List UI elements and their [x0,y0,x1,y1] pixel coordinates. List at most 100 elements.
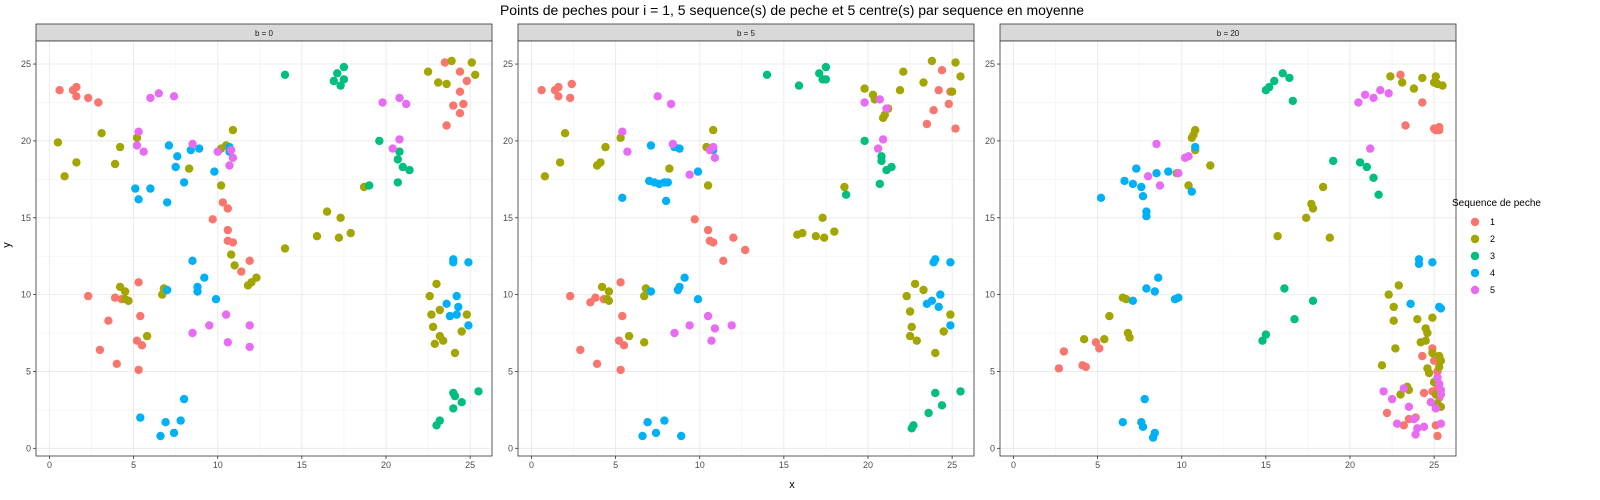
data-point-seq-1 [537,86,546,95]
data-point-seq-5 [378,98,387,107]
chart-title: Points de peches pour i = 1, 5 sequence(… [500,2,1084,18]
data-point-seq-4 [188,256,197,265]
data-point-seq-3 [1290,315,1299,324]
data-point-seq-4 [661,196,671,206]
data-point-seq-4 [134,195,143,204]
data-point-seq-2 [665,164,674,173]
data-point-seq-2 [1394,281,1404,290]
data-point-seq-2 [423,67,433,76]
data-point-seq-1 [616,278,625,287]
facet-panel: b = 20 0 5 10 15 20 25 0 5 10 15 20 25 [985,23,1457,470]
data-point-seq-3 [1355,158,1365,167]
data-point-seq-1 [1418,98,1427,107]
data-point-seq-3 [860,136,869,146]
data-point-seq-2 [1206,161,1215,170]
data-point-seq-5 [223,338,232,347]
data-point-seq-3 [1308,296,1318,305]
data-point-seq-4 [680,273,689,282]
x-tick-label: 10 [213,460,223,470]
data-point-seq-4 [663,178,672,187]
data-point-seq-4 [179,178,189,187]
data-point-seq-1 [94,98,103,107]
x-tick-label: 0 [47,460,52,470]
data-point-seq-2 [1377,361,1387,370]
y-tick-label: 25 [985,59,995,69]
data-point-seq-3 [393,155,402,164]
data-point-seq-2 [947,87,957,96]
data-point-seq-2 [555,158,565,167]
data-point-seq-3 [398,162,407,172]
data-point-seq-3 [435,416,444,425]
x-tick-label: 10 [695,460,705,470]
data-point-seq-3 [365,181,374,190]
panel-border [35,40,493,457]
data-point-seq-5 [653,92,662,101]
data-point-seq-4 [179,394,189,404]
data-point-seq-2 [946,310,955,319]
data-point-seq-3 [887,162,896,172]
data-point-seq-1 [84,93,93,103]
data-point-seq-2 [640,338,649,347]
data-point-seq-4 [1428,258,1437,267]
data-point-seq-2 [1424,368,1434,378]
data-point-seq-2 [427,310,436,319]
data-point-seq-2 [624,331,634,341]
data-point-seq-5 [1436,390,1446,399]
data-point-seq-1 [1399,421,1409,430]
data-point-seq-4 [934,302,943,312]
data-point-seq-1 [134,365,143,375]
data-point-seq-1 [944,99,953,109]
data-point-seq-2 [450,348,460,358]
data-point-seq-3 [474,387,483,396]
data-point-seq-5 [388,144,397,153]
y-tick-label: 20 [503,136,513,146]
data-point-seq-4 [136,413,145,422]
data-point-seq-4 [171,162,180,172]
data-point-seq-3 [339,75,349,84]
data-point-seq-1 [567,79,576,89]
legend-key-2 [1470,234,1480,244]
data-point-seq-4 [210,167,219,176]
data-point-seq-2 [956,72,965,81]
legend-label-1: 1 [1490,217,1495,227]
data-point-seq-3 [449,404,458,413]
data-point-seq-4 [1138,422,1148,431]
data-point-seq-1 [72,82,81,92]
data-point-seq-2 [1122,295,1131,304]
data-point-seq-2 [703,181,713,190]
data-point-seq-2 [97,129,106,138]
data-point-seq-1 [72,92,81,101]
data-point-seq-4 [673,285,683,295]
data-point-seq-2 [840,182,849,192]
data-point-seq-2 [910,279,920,289]
data-point-seq-2 [434,78,443,87]
data-point-seq-2 [435,305,444,315]
x-tick-label: 15 [1261,460,1271,470]
data-point-seq-1 [719,256,728,265]
legend-label-3: 3 [1490,251,1495,261]
data-point-seq-5 [245,342,254,352]
data-point-seq-1 [922,119,932,129]
data-point-seq-4 [660,416,669,425]
data-point-seq-2 [53,138,63,147]
data-point-seq-1 [134,278,143,287]
x-tick-label: 25 [947,460,957,470]
data-point-seq-5 [1155,181,1165,190]
data-point-seq-5 [1354,98,1363,107]
data-point-seq-1 [1435,125,1444,135]
data-point-seq-2 [540,172,550,181]
y-tick-label: 10 [21,290,31,300]
data-point-seq-2 [121,287,130,296]
data-point-seq-4 [1152,169,1161,178]
data-point-seq-1 [1091,338,1101,347]
y-tick-label: 10 [985,290,995,300]
data-point-seq-3 [1362,162,1372,172]
data-point-seq-2 [1421,336,1430,345]
data-point-seq-3 [877,156,886,166]
data-point-seq-3 [794,81,804,90]
data-point-seq-2 [1413,315,1422,324]
panel-background [36,41,492,456]
data-point-seq-3 [336,81,345,90]
data-point-seq-1 [440,58,450,67]
data-point-seq-2 [1100,335,1109,344]
